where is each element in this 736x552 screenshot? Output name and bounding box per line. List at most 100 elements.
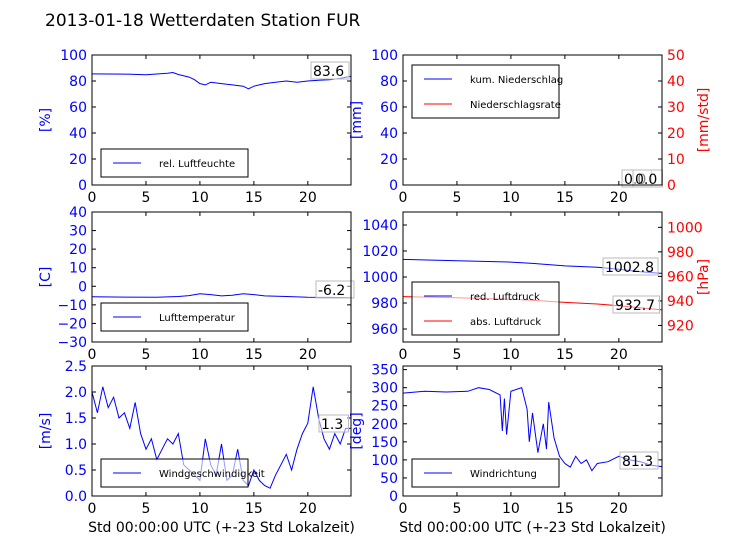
x-tick-label: 15 bbox=[245, 501, 263, 517]
plot-frame bbox=[91, 211, 352, 343]
annotation-box bbox=[612, 295, 660, 314]
y-tick-label: 200 bbox=[371, 417, 398, 433]
x-tick-label: 20 bbox=[299, 347, 317, 363]
x-tick-label: 10 bbox=[191, 501, 209, 517]
plot-frame bbox=[91, 365, 352, 497]
y-tick-label: 1.0 bbox=[65, 437, 87, 453]
y-axis-label: [m/s] bbox=[38, 413, 54, 450]
y-tick-label: 30 bbox=[69, 224, 87, 240]
y-tick-label: 0 bbox=[78, 178, 87, 194]
y-tick-label: 1.5 bbox=[65, 411, 87, 427]
x-tick-label: 10 bbox=[191, 190, 209, 206]
y-tick-label: 1000 bbox=[362, 270, 398, 286]
series-line bbox=[92, 71, 351, 90]
panel-precip: 0 5 10 15 20 0 20 40 60 80 100 0 10 20 30 40 50 [mm] [mm/s… bbox=[349, 48, 712, 206]
annotation-box bbox=[318, 414, 349, 433]
y-tick-label: 0.0 bbox=[65, 489, 87, 505]
y-tick-label-right: 940 bbox=[667, 294, 694, 310]
y-tick-label: 2.5 bbox=[65, 359, 87, 375]
y-tick-label: 40 bbox=[69, 126, 87, 142]
plot-frame bbox=[402, 211, 663, 343]
y-tick-label: 980 bbox=[371, 296, 398, 312]
annotation-box bbox=[310, 61, 350, 80]
x-tick-label: 0 bbox=[399, 190, 408, 206]
panel-pressure: 0 5 10 15 20 960 980 1000 1020 1040 920 940 960 980 10… bbox=[362, 211, 712, 363]
legend-box bbox=[411, 281, 560, 336]
legend: Windgeschwindigkeit bbox=[100, 458, 265, 488]
y-tick-label: 20 bbox=[69, 242, 87, 258]
y-tick-label: 0 bbox=[389, 178, 398, 194]
y-tick-label-right: 20 bbox=[667, 126, 685, 142]
legend-label: kum. Niederschlag bbox=[470, 75, 563, 86]
annotation-label: 0.0 bbox=[635, 172, 657, 188]
plot-frame bbox=[402, 365, 663, 497]
x-axis-label: Std 00:00:00 UTC (+-23 Std Lokalzeit) bbox=[88, 520, 355, 536]
legend-box bbox=[411, 64, 560, 119]
x-tick-label: 5 bbox=[141, 501, 150, 517]
y-tick-label: 1020 bbox=[362, 244, 398, 260]
y-tick-label: 40 bbox=[380, 126, 398, 142]
legend-label: Windrichtung bbox=[470, 469, 537, 480]
x-tick-label: 5 bbox=[452, 347, 461, 363]
y-tick-label: 20 bbox=[380, 152, 398, 168]
y-tick-label: 100 bbox=[371, 48, 398, 64]
x-tick-label: 0 bbox=[88, 347, 97, 363]
x-tick-label: 5 bbox=[452, 501, 461, 517]
figure-title: 2013-01-18 Wetterdaten Station FUR bbox=[45, 11, 361, 31]
y-axis-label: [%] bbox=[38, 108, 54, 132]
y-tick-label: 350 bbox=[371, 363, 398, 379]
x-tick-label: 0 bbox=[88, 190, 97, 206]
plot-frame bbox=[402, 54, 663, 186]
y-tick-label-right: 10 bbox=[667, 152, 685, 168]
y-tick-label: 2.0 bbox=[65, 385, 87, 401]
annotation-label: 1002.8 bbox=[605, 260, 654, 276]
x-tick-label: 20 bbox=[610, 190, 628, 206]
y-tick-label: −10 bbox=[57, 298, 87, 314]
y-tick-label-right: 980 bbox=[667, 245, 694, 261]
y-tick-label: 0 bbox=[78, 279, 87, 295]
y-tick-label: 250 bbox=[371, 399, 398, 415]
y-tick-label-right: 1000 bbox=[667, 220, 703, 236]
legend-label: Niederschlagsrate bbox=[470, 100, 561, 111]
y-tick-label: 0.5 bbox=[65, 463, 87, 479]
panel-temperature: 0 5 10 15 20 −30 −20 −10 0 10 20 30 40 [C] Lufttempera… bbox=[38, 205, 355, 363]
annotation-label: 932.7 bbox=[615, 298, 655, 314]
plot-frame bbox=[91, 54, 352, 186]
y-tick-label: −20 bbox=[57, 316, 87, 332]
y-tick-label: 60 bbox=[380, 100, 398, 116]
x-tick-label: 15 bbox=[245, 190, 263, 206]
x-tick-label: 20 bbox=[299, 501, 317, 517]
x-tick-label: 10 bbox=[502, 347, 520, 363]
y-tick-label: 150 bbox=[371, 435, 398, 451]
y-tick-label: 40 bbox=[69, 205, 87, 221]
annotation-label: 83.6 bbox=[313, 64, 344, 80]
legend-label: Lufttemperatur bbox=[159, 313, 236, 324]
legend-label: rel. Luftfeuchte bbox=[159, 159, 235, 170]
series-line bbox=[403, 387, 662, 472]
legend: red. Luftdruck abs. Luftdruck bbox=[411, 281, 560, 336]
annotation-box bbox=[315, 280, 355, 299]
x-tick-label: 10 bbox=[502, 501, 520, 517]
x-tick-label: 5 bbox=[141, 190, 150, 206]
x-tick-label: 15 bbox=[556, 347, 574, 363]
x-tick-label: 20 bbox=[610, 347, 628, 363]
legend-label: Windgeschwindigkeit bbox=[159, 469, 265, 480]
legend-label: red. Luftdruck bbox=[470, 292, 540, 303]
y-tick-label: 100 bbox=[371, 453, 398, 469]
x-tick-label: 15 bbox=[556, 501, 574, 517]
legend-label: abs. Luftdruck bbox=[470, 317, 541, 328]
y-tick-label: 10 bbox=[69, 261, 87, 277]
x-tick-label: 5 bbox=[452, 190, 461, 206]
y-tick-label: 80 bbox=[69, 74, 87, 90]
x-axis-label: Std 00:00:00 UTC (+-23 Std Lokalzeit) bbox=[399, 520, 666, 536]
y-tick-label: 300 bbox=[371, 381, 398, 397]
legend: rel. Luftfeuchte bbox=[100, 148, 249, 178]
y-tick-label: 80 bbox=[380, 74, 398, 90]
y-axis-label: [C] bbox=[38, 267, 54, 288]
annotation-box bbox=[602, 257, 659, 276]
x-tick-label: 0 bbox=[399, 347, 408, 363]
y-axis-label-right: [mm/std] bbox=[696, 88, 712, 153]
